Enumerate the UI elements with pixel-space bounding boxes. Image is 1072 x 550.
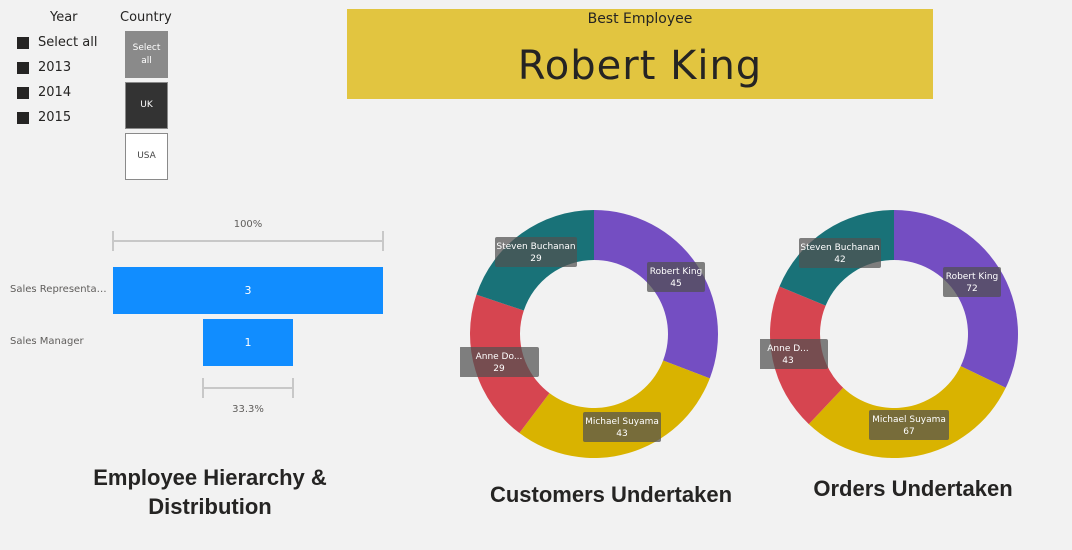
donut-label-category: Robert King — [650, 267, 703, 277]
year-option-select-all[interactable]: Select all — [17, 30, 97, 55]
donut-slice[interactable] — [594, 210, 718, 379]
country-button-label: UK — [140, 100, 153, 110]
checkbox-icon[interactable] — [17, 36, 29, 49]
funnel-bottom-bracket — [202, 378, 294, 398]
donut-data-label: Michael Suyama 67 — [869, 410, 949, 440]
donut-data-label: Steven Buchanan 42 — [799, 238, 881, 268]
donut-slice[interactable] — [894, 210, 1018, 388]
country-button-select-all[interactable]: Select all — [125, 31, 168, 78]
donut-data-label: Robert King 45 — [647, 262, 705, 292]
donut-label-category: Steven Buchanan — [800, 243, 879, 253]
donut-label-category: Anne D... — [767, 344, 808, 354]
country-slicer-title: Country — [120, 10, 172, 25]
donut-data-label: Anne D... 43 — [760, 339, 828, 369]
donut-slice[interactable] — [519, 360, 710, 458]
year-option-label: 2013 — [38, 60, 72, 75]
card-label: Best Employee — [587, 11, 693, 27]
customers-chart-title: Customers Undertaken — [489, 482, 733, 507]
orders-chart-title: Orders Undertaken — [813, 476, 1013, 501]
donut-label-category: Steven Buchanan — [496, 242, 575, 252]
donut-label-value: 29 — [530, 254, 542, 264]
customers-donut-chart: Robert King 45 Michael Suyama 43 Anne Do... 2… — [460, 210, 718, 458]
funnel-title: Employee Hierarchy & Distribution — [93, 465, 327, 519]
year-option-2014[interactable]: 2014 — [17, 80, 97, 105]
donut-label-value: 42 — [834, 255, 845, 265]
checkbox-icon[interactable] — [17, 111, 29, 124]
donut-label-category: Anne Do... — [476, 352, 523, 362]
funnel-bar[interactable]: 3 — [113, 267, 383, 314]
donut-data-label: Steven Buchanan 29 — [495, 237, 577, 267]
donut-label-category: Michael Suyama — [872, 415, 946, 425]
donut-label-value: 67 — [903, 427, 914, 437]
funnel-bottom-percent: 33.3% — [232, 404, 264, 415]
funnel-bar-value: 3 — [244, 284, 252, 297]
best-employee-card: Best Employee Robert King — [347, 9, 933, 99]
donut-label-value: 43 — [616, 429, 627, 439]
funnel-stage-label: Sales Representat... — [10, 284, 108, 295]
donut-label-value: 29 — [493, 364, 505, 374]
donut-label-value: 45 — [670, 279, 681, 289]
donut-label-value: 43 — [782, 356, 793, 366]
donut-data-label: Michael Suyama 43 — [583, 412, 661, 442]
year-option-label: Select all — [38, 35, 98, 50]
funnel-top-percent: 100% — [233, 219, 263, 230]
year-option-label: 2014 — [38, 85, 72, 100]
funnel-bar[interactable]: 1 — [203, 319, 293, 366]
checkbox-icon[interactable] — [17, 61, 29, 74]
year-slicer-title: Year — [50, 10, 78, 25]
funnel-bar-value: 1 — [244, 336, 252, 349]
country-button-label: Select all — [132, 42, 161, 66]
donut-data-label: Robert King 72 — [943, 267, 1001, 297]
country-button-usa[interactable]: USA — [125, 133, 168, 180]
donut-label-category: Michael Suyama — [585, 417, 659, 427]
funnel-stage-label: Sales Manager — [10, 336, 84, 347]
card-value: Robert King — [517, 43, 763, 89]
country-button-label: USA — [137, 151, 156, 161]
year-option-2013[interactable]: 2013 — [17, 55, 97, 80]
donut-label-category: Robert King — [946, 272, 999, 282]
year-option-2015[interactable]: 2015 — [17, 105, 97, 130]
year-option-label: 2015 — [38, 110, 72, 125]
donut-data-label: Anne Do... 29 — [460, 347, 539, 377]
country-button-uk[interactable]: UK — [125, 82, 168, 129]
year-slicer: Select all 2013 2014 2015 — [17, 30, 97, 130]
funnel-top-bracket — [112, 231, 384, 251]
orders-donut-chart: Robert King 72 Michael Suyama 67 Anne D... 43… — [760, 210, 1018, 458]
checkbox-icon[interactable] — [17, 86, 29, 99]
donut-label-value: 72 — [966, 284, 977, 294]
